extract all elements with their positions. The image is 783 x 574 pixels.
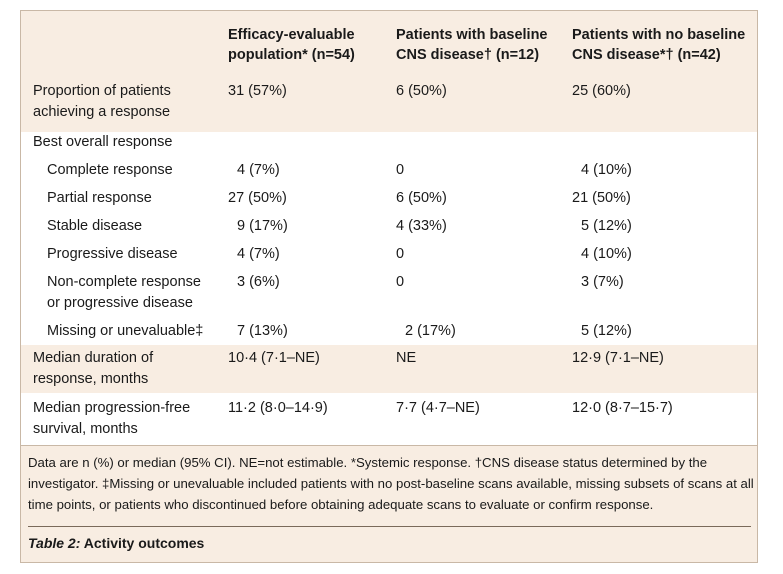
header-line: Patients with baseline bbox=[396, 27, 548, 43]
cell-value: 4 (7%) bbox=[237, 246, 280, 262]
cell-value: 6 (50%) bbox=[396, 83, 447, 99]
cell-value: 21 (50%) bbox=[572, 190, 631, 206]
label-line: response, months bbox=[33, 371, 149, 387]
caption-label: Table 2: bbox=[28, 535, 81, 551]
cell-value: 5 (12%) bbox=[581, 323, 632, 339]
label-line: Non-complete response bbox=[47, 274, 201, 290]
label-line: Median progression-free bbox=[33, 400, 191, 416]
cell-value: 11·2 (8·0–14·9) bbox=[228, 400, 328, 416]
cell-value: 4 (7%) bbox=[237, 162, 280, 178]
best-overall-response-group: Best overall response Complete response … bbox=[21, 132, 757, 345]
table-row: Median duration of response, months 10·4… bbox=[21, 345, 757, 393]
cell-value: NE bbox=[396, 350, 417, 366]
cell-value: 4 (10%) bbox=[581, 246, 632, 262]
row-label: Proportion of patients achieving a respo… bbox=[33, 81, 171, 123]
header-line: CNS disease† (n=12) bbox=[396, 47, 540, 63]
cell-value: 12·0 (8·7–15·7) bbox=[572, 400, 673, 416]
cell-value: 27 (50%) bbox=[228, 190, 287, 206]
row-label: Missing or unevaluable‡ bbox=[47, 323, 204, 339]
table-row: Median progression-free survival, months… bbox=[21, 393, 757, 445]
cell-value: 25 (60%) bbox=[572, 83, 631, 99]
caption-rule bbox=[28, 526, 751, 527]
header-efficacy-evaluable: Efficacy-evaluable population* (n=54) bbox=[228, 25, 355, 65]
cell-value: 6 (50%) bbox=[396, 190, 447, 206]
cell-value: 7·7 (4·7–NE) bbox=[396, 400, 480, 416]
row-label: Median progression-free survival, months bbox=[33, 398, 190, 440]
cell-value: 3 (7%) bbox=[581, 274, 624, 290]
header-line: Patients with no baseline bbox=[572, 27, 746, 43]
group-label: Best overall response bbox=[33, 134, 173, 150]
header-baseline-cns: Patients with baseline CNS disease† (n=1… bbox=[396, 25, 548, 65]
label-line: survival, months bbox=[33, 421, 138, 437]
cell-value: 2 (17%) bbox=[405, 323, 456, 339]
cell-value: 0 bbox=[396, 162, 405, 178]
label-line: achieving a response bbox=[33, 104, 171, 120]
table-row: Proportion of patients achieving a respo… bbox=[21, 77, 757, 132]
cell-value: 31 (57%) bbox=[228, 83, 287, 99]
row-label: Complete response bbox=[47, 162, 173, 178]
header-line: population* (n=54) bbox=[228, 47, 355, 63]
row-label: Partial response bbox=[47, 190, 152, 206]
cell-value: 10·4 (7·1–NE) bbox=[228, 350, 320, 366]
cell-value: 3 (6%) bbox=[237, 274, 280, 290]
row-label: Stable disease bbox=[47, 218, 143, 234]
cell-value: 4 (10%) bbox=[581, 162, 632, 178]
caption-title: Activity outcomes bbox=[80, 535, 205, 551]
cell-value: 0 bbox=[396, 274, 405, 290]
cell-value: 0 bbox=[396, 246, 405, 262]
label-line: or progressive disease bbox=[47, 295, 193, 311]
header-no-baseline-cns: Patients with no baseline CNS disease*† … bbox=[572, 25, 745, 65]
header-line: Efficacy-evaluable bbox=[228, 27, 355, 43]
cell-value: 5 (12%) bbox=[581, 218, 632, 234]
row-label: Median duration of response, months bbox=[33, 348, 153, 390]
table-header: Efficacy-evaluable population* (n=54) Pa… bbox=[21, 11, 757, 77]
footnote: Data are n (%) or median (95% CI). NE=no… bbox=[28, 455, 754, 512]
row-label: Non-complete response or progressive dis… bbox=[47, 272, 201, 314]
cell-value: 7 (13%) bbox=[237, 323, 288, 339]
row-label: Progressive disease bbox=[47, 246, 178, 262]
header-line: CNS disease*† (n=42) bbox=[572, 47, 721, 63]
table-caption: Table 2: Activity outcomes bbox=[28, 533, 204, 553]
label-line: Proportion of patients bbox=[33, 83, 171, 99]
cell-value: 4 (33%) bbox=[396, 218, 447, 234]
label-line: Median duration of bbox=[33, 350, 154, 366]
cell-value: 9 (17%) bbox=[237, 218, 288, 234]
table-panel: Efficacy-evaluable population* (n=54) Pa… bbox=[20, 10, 758, 563]
cell-value: 12·9 (7·1–NE) bbox=[572, 350, 664, 366]
table-divider bbox=[21, 445, 757, 446]
